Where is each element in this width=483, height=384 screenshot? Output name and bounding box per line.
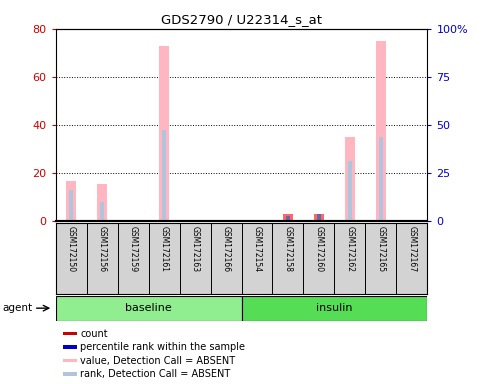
Bar — [63, 372, 77, 376]
Text: rank, Detection Call = ABSENT: rank, Detection Call = ABSENT — [80, 369, 230, 379]
Bar — [314, 214, 324, 221]
Text: percentile rank within the sample: percentile rank within the sample — [80, 342, 245, 352]
Text: count: count — [80, 329, 108, 339]
Text: GSM172167: GSM172167 — [408, 226, 416, 272]
Bar — [379, 137, 383, 221]
Text: GSM172150: GSM172150 — [67, 226, 75, 272]
Text: GSM172166: GSM172166 — [222, 226, 230, 272]
Bar — [286, 216, 290, 221]
Bar — [98, 184, 107, 221]
Text: insulin: insulin — [316, 303, 353, 313]
Text: GSM172160: GSM172160 — [314, 226, 324, 272]
Text: GSM172159: GSM172159 — [128, 226, 138, 272]
Text: agent: agent — [2, 303, 32, 313]
Text: GSM172162: GSM172162 — [345, 226, 355, 272]
Bar — [317, 214, 321, 221]
Bar — [66, 181, 76, 221]
Text: GSM172158: GSM172158 — [284, 226, 293, 272]
Bar — [159, 46, 169, 221]
Bar — [56, 296, 242, 321]
Text: GSM172156: GSM172156 — [98, 226, 107, 272]
Text: GSM172163: GSM172163 — [190, 226, 199, 272]
Text: value, Detection Call = ABSENT: value, Detection Call = ABSENT — [80, 356, 235, 366]
Bar — [100, 202, 104, 221]
Bar — [162, 129, 166, 221]
Bar — [345, 137, 355, 221]
Bar — [69, 190, 73, 221]
Text: GSM172165: GSM172165 — [376, 226, 385, 272]
Bar — [348, 161, 352, 221]
Text: GSM172154: GSM172154 — [253, 226, 261, 272]
Text: GSM172161: GSM172161 — [159, 226, 169, 272]
Text: baseline: baseline — [125, 303, 172, 313]
Bar — [242, 296, 427, 321]
Bar — [63, 359, 77, 362]
Bar — [63, 332, 77, 335]
Bar — [376, 41, 385, 221]
Bar — [63, 346, 77, 349]
Bar — [284, 214, 293, 221]
Title: GDS2790 / U22314_s_at: GDS2790 / U22314_s_at — [161, 13, 322, 26]
